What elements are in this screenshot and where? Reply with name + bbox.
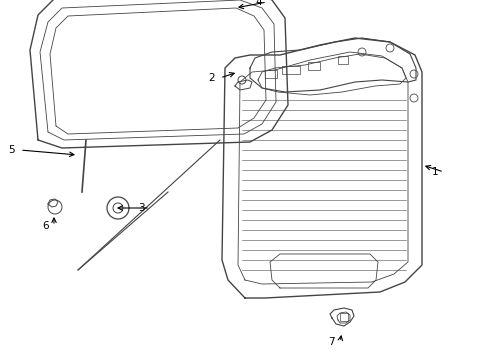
Text: 2: 2: [208, 73, 215, 83]
Bar: [308, 62, 320, 70]
Bar: [282, 66, 300, 74]
Text: 7: 7: [328, 337, 335, 347]
Bar: [338, 56, 348, 64]
Text: 3: 3: [138, 203, 145, 213]
Text: 4: 4: [255, 0, 262, 7]
Bar: [265, 70, 277, 78]
Text: 1: 1: [432, 167, 439, 177]
Text: 5: 5: [8, 145, 15, 155]
Bar: [340, 313, 348, 321]
Text: 6: 6: [42, 221, 49, 231]
